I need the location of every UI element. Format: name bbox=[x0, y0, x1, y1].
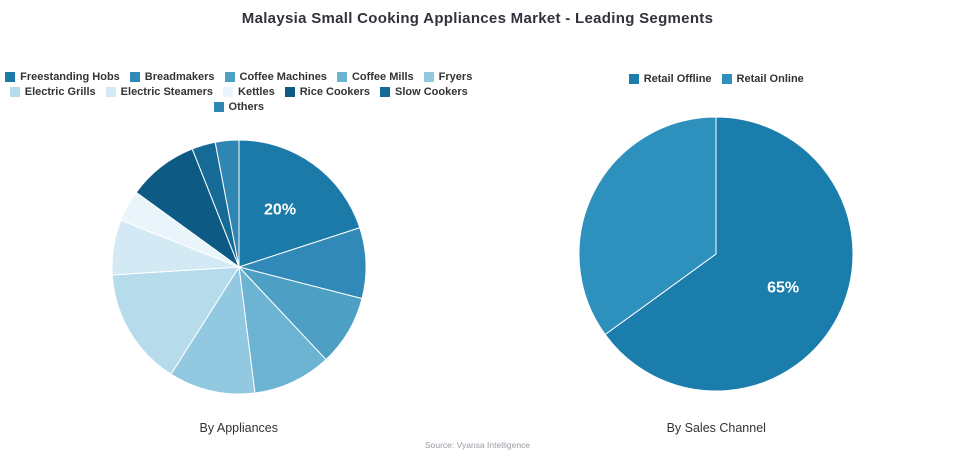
legend-item-coffee-machines[interactable]: Coffee Machines bbox=[224, 71, 327, 83]
legend-label: Coffee Machines bbox=[239, 71, 327, 83]
legend-item-retail-offline[interactable]: Retail Offline bbox=[628, 71, 712, 86]
legend-item-breadmakers[interactable]: Breadmakers bbox=[129, 71, 215, 83]
legend-label: Kettles bbox=[238, 86, 275, 98]
legend-item-electric-grills[interactable]: Electric Grills bbox=[9, 86, 96, 98]
pie-slice-freestanding-hobs[interactable] bbox=[238, 139, 361, 268]
pie-slice-others[interactable] bbox=[214, 139, 240, 268]
legend-swatch bbox=[5, 72, 16, 82]
sales-channel-pie-chart: 65% bbox=[578, 116, 854, 391]
legend-item-fryers[interactable]: Fryers bbox=[423, 71, 473, 83]
legend-swatch bbox=[284, 87, 295, 97]
pie-slice-retail-offline[interactable] bbox=[604, 116, 854, 391]
appliances-legend: Freestanding Hobs Breadmakers Coffee Machi… bbox=[0, 71, 478, 113]
legend-swatch bbox=[721, 73, 732, 84]
legend-item-coffee-mills[interactable]: Coffee Mills bbox=[336, 71, 414, 83]
appliances-pie-chart: 20% bbox=[111, 139, 367, 395]
legend-label: Others bbox=[228, 101, 264, 113]
pie-slice-retail-online[interactable] bbox=[578, 116, 717, 335]
legend-swatch bbox=[423, 72, 434, 82]
sales-channel-chart-panel: Retail Offline Retail Online 65% By Sales… bbox=[478, 71, 955, 443]
legend-item-freestanding-hobs[interactable]: Freestanding Hobs bbox=[5, 71, 120, 83]
legend-item-retail-online[interactable]: Retail Online bbox=[721, 71, 804, 86]
pie-slice-label: 20% bbox=[264, 202, 296, 219]
legend-item-rice-cookers[interactable]: Rice Cookers bbox=[284, 86, 371, 98]
charts-row: Freestanding Hobs Breadmakers Coffee Machi… bbox=[0, 71, 955, 443]
legend-label: Electric Grills bbox=[24, 86, 96, 98]
legend-label: Retail Online bbox=[736, 72, 804, 85]
legend-swatch bbox=[213, 102, 224, 112]
legend-swatch bbox=[129, 72, 140, 82]
legend-item-slow-cookers[interactable]: Slow Cookers bbox=[380, 86, 468, 98]
legend-swatch bbox=[224, 72, 235, 82]
pie-slice-electric-grills[interactable] bbox=[111, 266, 240, 375]
legend-item-kettles[interactable]: Kettles bbox=[223, 86, 275, 98]
pie-slice-label: 65% bbox=[767, 279, 799, 296]
legend-label: Electric Steamers bbox=[120, 86, 214, 98]
sales-channel-legend: Retail Offline Retail Online bbox=[628, 71, 804, 86]
appliances-chart-panel: Freestanding Hobs Breadmakers Coffee Machi… bbox=[0, 71, 478, 443]
appliances-caption: By Appliances bbox=[199, 421, 279, 435]
legend-label: Retail Offline bbox=[643, 72, 712, 85]
legend-swatch bbox=[223, 87, 234, 97]
legend-label: Coffee Mills bbox=[351, 71, 414, 83]
legend-swatch bbox=[336, 72, 347, 82]
legend-item-electric-steamers[interactable]: Electric Steamers bbox=[105, 86, 214, 98]
legend-label: Fryers bbox=[438, 71, 473, 83]
pie-slice-fryers[interactable] bbox=[170, 266, 256, 395]
legend-swatch bbox=[9, 87, 20, 97]
legend-swatch bbox=[105, 87, 116, 97]
legend-item-others[interactable]: Others bbox=[213, 101, 264, 113]
legend-label: Slow Cookers bbox=[395, 86, 468, 98]
pie-slice-coffee-mills[interactable] bbox=[238, 266, 327, 394]
source-note: Source: Vyansa Intelligence bbox=[424, 440, 531, 450]
legend-swatch bbox=[628, 73, 639, 84]
sales-channel-caption: By Sales Channel bbox=[666, 421, 766, 435]
legend-label: Breadmakers bbox=[144, 71, 215, 83]
legend-label: Rice Cookers bbox=[299, 86, 371, 98]
sales-channel-pie-wrap: 65% bbox=[578, 86, 854, 421]
chart-title: Malaysia Small Cooking Appliances Market… bbox=[241, 10, 714, 27]
legend-swatch bbox=[380, 87, 391, 97]
legend-label: Freestanding Hobs bbox=[20, 71, 120, 83]
appliances-pie-wrap: 20% bbox=[111, 113, 367, 421]
